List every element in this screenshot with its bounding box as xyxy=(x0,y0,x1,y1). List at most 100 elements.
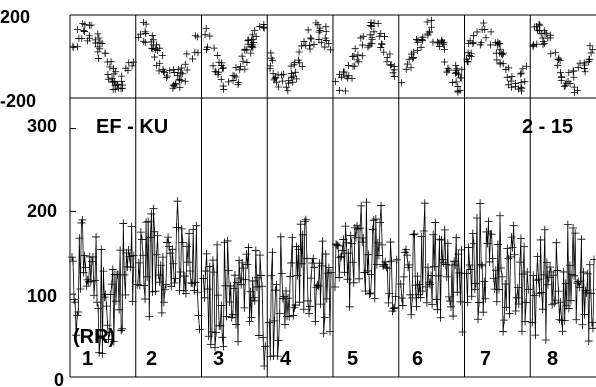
amplitude-point xyxy=(99,267,108,276)
phase-point xyxy=(325,40,333,48)
phase-point xyxy=(466,37,474,45)
phase-point xyxy=(342,72,350,80)
main-ytick-0: 0 xyxy=(54,370,64,387)
phase-point xyxy=(211,68,219,76)
chart-title: EF - KU xyxy=(96,116,168,138)
phase-point xyxy=(539,38,547,46)
amplitude-point xyxy=(317,261,326,270)
amplitude-point xyxy=(118,324,127,333)
phase-point xyxy=(381,32,389,40)
amplitude-point xyxy=(224,266,233,275)
amplitude-point xyxy=(120,270,129,279)
phase-point xyxy=(271,74,279,82)
phase-point xyxy=(414,38,422,46)
amplitude-point xyxy=(92,232,101,241)
amplitude-point xyxy=(570,271,579,280)
amplitude-point xyxy=(247,313,256,322)
amplitude-point xyxy=(364,250,373,259)
amplitude-point xyxy=(575,283,584,292)
amplitude-point xyxy=(372,260,381,269)
amplitude-point xyxy=(500,316,509,325)
phase-point xyxy=(417,43,425,51)
phase-point xyxy=(464,49,472,57)
phase-point xyxy=(267,49,275,57)
phase-point xyxy=(386,61,394,69)
amplitude-point xyxy=(137,235,146,244)
phase-point xyxy=(94,48,102,56)
phase-point xyxy=(181,60,189,68)
phase-point xyxy=(427,16,435,24)
amplitude-point xyxy=(116,246,125,255)
phase-point xyxy=(125,59,133,67)
amplitude-point xyxy=(216,321,225,330)
amplitude-point xyxy=(154,271,163,280)
phase-point xyxy=(232,73,240,81)
main-ytick-100: 100 xyxy=(27,286,57,306)
amplitude-point xyxy=(524,285,533,294)
amplitude-point xyxy=(579,268,588,277)
amplitude-point xyxy=(347,239,356,248)
amplitude-point xyxy=(285,312,294,321)
amplitude-point xyxy=(571,229,580,238)
amplitude-point xyxy=(79,268,88,277)
phase-point xyxy=(155,67,163,75)
phase-point xyxy=(86,34,94,42)
phase-point xyxy=(141,38,149,46)
amplitude-point xyxy=(217,301,226,310)
amplitude-point xyxy=(439,258,448,267)
phase-point xyxy=(95,34,103,42)
amplitude-point xyxy=(406,290,415,299)
amplitude-point xyxy=(126,263,135,272)
amplitude-point xyxy=(454,250,463,259)
amplitude-point xyxy=(378,240,387,249)
phase-point xyxy=(109,86,117,94)
phase-point xyxy=(295,48,303,56)
amplitude-point xyxy=(281,287,290,296)
amplitude-point xyxy=(470,285,479,294)
phase-point xyxy=(547,31,555,39)
amplitude-point xyxy=(150,227,159,236)
phase-point xyxy=(238,52,246,60)
phase-point xyxy=(156,44,164,52)
phase-point xyxy=(163,72,171,80)
amplitude-point xyxy=(133,280,142,289)
amplitude-point xyxy=(391,292,400,301)
phase-point xyxy=(293,75,301,83)
amplitude-point xyxy=(437,236,446,245)
amplitude-point xyxy=(181,289,190,298)
phase-point xyxy=(159,68,167,76)
amplitude-point xyxy=(104,335,113,344)
amplitude-point xyxy=(192,221,201,230)
amplitude-point xyxy=(155,278,164,287)
amplitude-point xyxy=(576,277,585,286)
amplitude-point xyxy=(468,229,477,238)
amplitude-point xyxy=(480,277,489,286)
phase-point xyxy=(444,64,452,72)
phase-point xyxy=(249,35,257,43)
phase-point xyxy=(337,73,345,81)
phase-point xyxy=(275,83,283,91)
amplitude-point xyxy=(274,336,283,345)
phase-point xyxy=(285,77,293,85)
amplitude-point xyxy=(411,281,420,290)
amplitude-point xyxy=(191,278,200,287)
phase-point xyxy=(340,68,348,76)
phase-point xyxy=(535,27,543,35)
amplitude-point xyxy=(553,266,562,275)
amplitude-point xyxy=(440,225,449,234)
amplitude-point xyxy=(331,282,339,291)
phase-point xyxy=(153,41,161,49)
amplitude-point xyxy=(275,309,284,318)
amplitude-point xyxy=(428,300,437,309)
amplitude-point xyxy=(96,334,105,343)
amplitude-point xyxy=(492,297,501,306)
phase-point xyxy=(533,40,541,48)
phase-point xyxy=(407,64,415,72)
amplitude-point xyxy=(123,262,132,271)
amplitude-point xyxy=(422,298,431,307)
amplitude-point xyxy=(503,244,512,253)
phase-point xyxy=(378,40,386,48)
amplitude-point xyxy=(426,280,435,289)
phase-point xyxy=(535,20,543,28)
phase-point xyxy=(158,51,166,59)
